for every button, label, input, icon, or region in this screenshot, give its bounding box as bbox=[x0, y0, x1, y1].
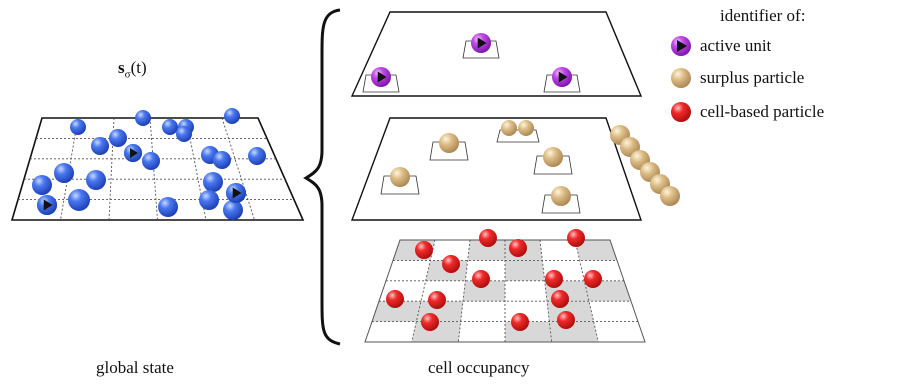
play-icon bbox=[43, 199, 53, 211]
global-particle bbox=[91, 137, 109, 155]
cell-based-particle bbox=[479, 229, 497, 247]
cell-particle-plane bbox=[364, 229, 646, 343]
legend-active-unit-marker bbox=[671, 36, 691, 56]
surplus-particle bbox=[390, 167, 410, 187]
state-label: sσ(t) bbox=[118, 58, 147, 80]
global-particle bbox=[135, 110, 151, 126]
global-particle bbox=[199, 190, 219, 210]
cell-based-particle bbox=[442, 255, 460, 273]
global-active-particle bbox=[124, 144, 142, 162]
cell-based-particle bbox=[584, 270, 602, 288]
occupied-cell bbox=[463, 280, 505, 302]
global-particle bbox=[162, 119, 178, 135]
surplus-particle bbox=[660, 186, 680, 206]
state-symbol: s bbox=[118, 58, 125, 77]
legend bbox=[671, 36, 691, 122]
surplus-particle-stack bbox=[610, 125, 680, 206]
surplus-particle bbox=[543, 147, 563, 167]
global-active-particle bbox=[37, 195, 57, 215]
occupied-cell bbox=[372, 301, 421, 322]
surplus-particle bbox=[551, 186, 571, 206]
cell-based-particle bbox=[567, 229, 585, 247]
global-particle bbox=[158, 197, 178, 217]
surplus-particle bbox=[501, 120, 517, 136]
global-particle bbox=[203, 172, 223, 192]
occupied-cell bbox=[575, 240, 617, 261]
legend-item-cell-based-particle: cell-based particle bbox=[700, 102, 825, 121]
cell-occupancy-caption: cell occupancy bbox=[428, 358, 530, 377]
global-state-plane bbox=[10, 108, 305, 221]
cell-based-particle bbox=[509, 239, 527, 257]
global-particle bbox=[109, 129, 127, 147]
state-argument: (t) bbox=[130, 58, 147, 77]
play-icon bbox=[232, 187, 242, 199]
active-unit bbox=[552, 67, 572, 87]
legend-surplus-marker bbox=[671, 68, 691, 88]
legend-title: identifier of: bbox=[720, 6, 806, 25]
cell-based-particle bbox=[511, 313, 529, 331]
state-subscript: σ bbox=[124, 68, 131, 81]
global-state-caption: global state bbox=[96, 358, 174, 377]
occupied-cell bbox=[549, 321, 599, 342]
cell-based-particle bbox=[421, 313, 439, 331]
occupied-cell bbox=[505, 260, 545, 281]
surplus-particle-plane bbox=[350, 117, 642, 221]
cell-based-particle bbox=[551, 290, 569, 308]
legend-item-active-unit: active unit bbox=[700, 36, 772, 55]
play-icon bbox=[130, 148, 138, 158]
cell-based-particle bbox=[557, 311, 575, 329]
legend-item-surplus-particle: surplus particle bbox=[700, 68, 805, 87]
cell-based-particle bbox=[415, 241, 433, 259]
global-particle bbox=[54, 163, 74, 183]
global-particle bbox=[248, 147, 266, 165]
cell-based-particle bbox=[428, 291, 446, 309]
play-icon bbox=[558, 71, 568, 83]
global-particle bbox=[70, 119, 86, 135]
global-particle bbox=[223, 200, 243, 220]
global-particle bbox=[86, 170, 106, 190]
active-unit-plane bbox=[350, 11, 643, 97]
global-particle bbox=[224, 108, 240, 124]
play-icon bbox=[477, 37, 487, 49]
global-particle bbox=[68, 189, 90, 211]
cell-based-particle bbox=[386, 290, 404, 308]
global-particle bbox=[213, 151, 231, 169]
surplus-particle bbox=[518, 120, 534, 136]
global-particle bbox=[32, 175, 52, 195]
cell-based-particle bbox=[545, 270, 563, 288]
surplus-particle bbox=[439, 133, 459, 153]
play-icon bbox=[377, 71, 387, 83]
global-active-particle bbox=[226, 183, 246, 203]
active-unit bbox=[471, 33, 491, 53]
global-particle bbox=[142, 152, 160, 170]
grouping-brace bbox=[303, 8, 341, 346]
cell-based-particle bbox=[472, 270, 490, 288]
active-unit bbox=[371, 67, 391, 87]
occupied-cell bbox=[467, 240, 505, 261]
global-particle bbox=[176, 126, 192, 142]
legend-cell-marker bbox=[671, 102, 691, 122]
